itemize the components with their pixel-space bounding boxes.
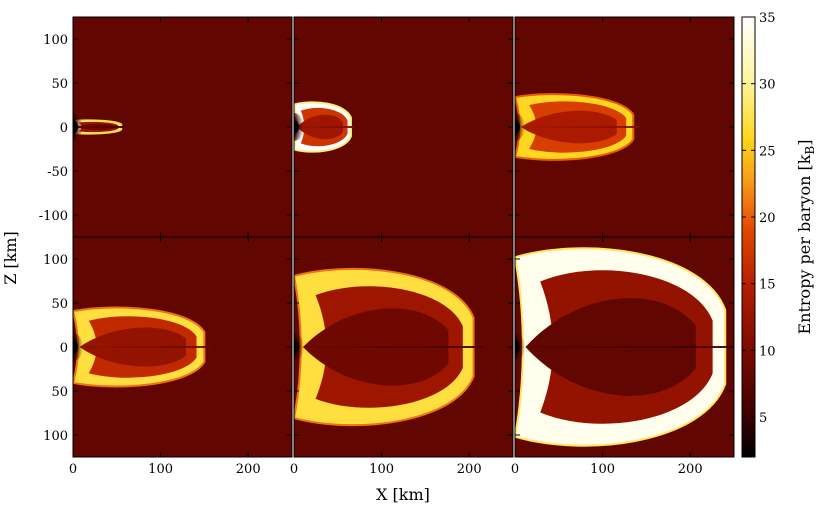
colorbar-tick-label: 10 [759, 344, 776, 359]
equatorial-stream [294, 346, 483, 348]
colorbar [741, 16, 756, 458]
equatorial-stream [294, 126, 354, 128]
y-tick-label: 50 [51, 385, 68, 400]
colorbar-tick-label: 5 [759, 411, 767, 426]
x-axis-label: X [km] [376, 485, 430, 504]
panel-4: 100 50 0 50 100 0 100 200 [43, 236, 293, 477]
x-tick-label: 0 [69, 462, 77, 477]
colorbar-tick-label: 15 [759, 278, 776, 293]
y-tick-label: 100 [43, 33, 68, 48]
y-tick-label: -50 [47, 165, 68, 180]
equatorial-stream [73, 346, 211, 348]
y-tick-label: 0 [60, 121, 68, 136]
x-tick-label: 0 [290, 462, 298, 477]
y-tick-label: 50 [51, 77, 68, 92]
colorbar-label-sub: B [803, 146, 817, 155]
colorbar-tick-label: 25 [759, 144, 776, 159]
colorbar-label: Entropy per baryon [kB] [795, 139, 817, 334]
colorbar-label-main: Entropy per baryon [k [795, 154, 814, 334]
equatorial-stream [515, 126, 640, 128]
equatorial-stream [73, 126, 124, 128]
x-tick-label: 100 [369, 462, 394, 477]
colorbar-ticks: 5 10 15 20 25 30 35 [742, 11, 776, 426]
y-tick-label: -100 [39, 209, 68, 224]
y-tick-label: 100 [43, 253, 68, 268]
panel-1: 100 50 0 -50 -100 [39, 16, 293, 238]
y-tick-label: 0 [60, 341, 68, 356]
x-tick-label: 0 [511, 462, 519, 477]
panel-6: 0 100 200 [511, 236, 735, 477]
x-tick-label: 200 [236, 462, 261, 477]
colorbar-tick-label: 20 [759, 211, 776, 226]
x-tick-label: 200 [457, 462, 482, 477]
y-tick-label: 100 [43, 429, 68, 444]
x-tick-label: 200 [678, 462, 703, 477]
panel-5: 0 100 200 [290, 236, 514, 477]
y-tick-label: 50 [51, 297, 68, 312]
panel-3 [514, 16, 735, 238]
y-axis-label: Z [km] [1, 231, 20, 285]
equatorial-stream [515, 346, 734, 348]
colorbar-tick-label: 30 [759, 78, 776, 93]
colorbar-label-end: ] [795, 139, 814, 145]
panel-2 [293, 16, 514, 238]
x-tick-label: 100 [148, 462, 173, 477]
colorbar-tick-label: 35 [759, 11, 776, 26]
x-tick-label: 100 [590, 462, 615, 477]
